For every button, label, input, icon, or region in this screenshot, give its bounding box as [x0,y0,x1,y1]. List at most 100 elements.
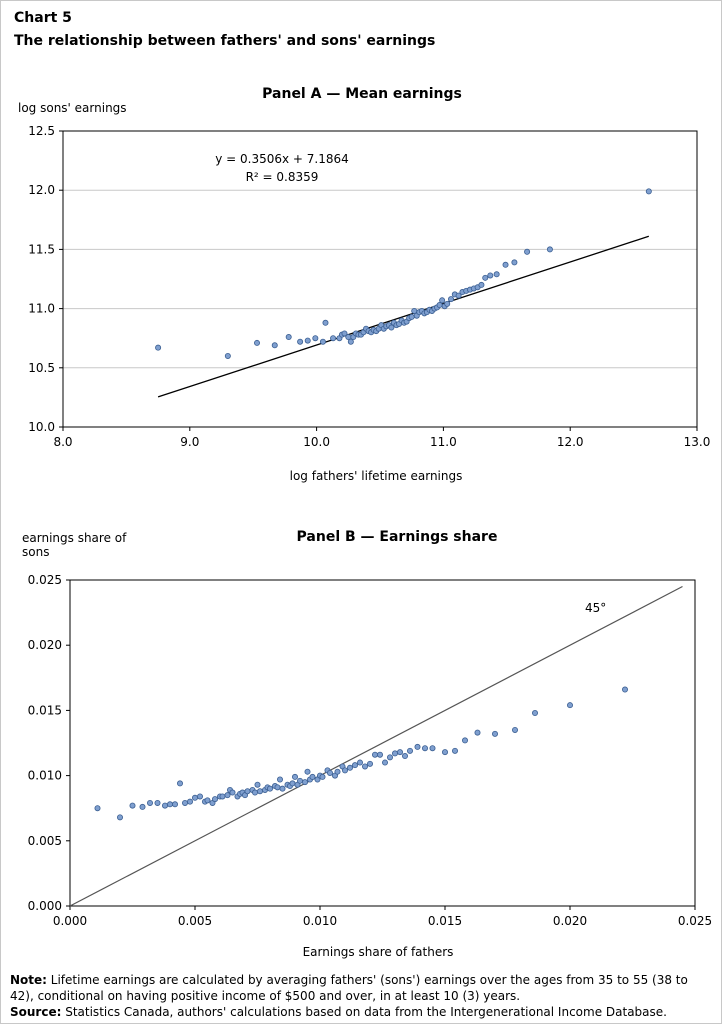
panel-a-data-point [408,313,415,320]
panel-b-data-point [414,743,421,750]
panel-a-data-point [319,338,326,345]
panel-a-data-point [444,300,451,307]
panel-b-ylabel: sons [22,545,49,559]
chart-number: Chart 5 [14,10,72,26]
panel-b-data-point [622,686,629,693]
note-label: Note: [10,973,47,987]
panel-a-data-point [347,338,354,345]
panel-b-data-point [319,773,326,780]
panel-a-data-point [322,319,329,326]
panel-a-data-point [493,271,500,278]
panel-a-data-point [482,274,489,281]
panel-a-ylabel: log sons' earnings [18,101,127,115]
panel-a-data-point [312,335,319,342]
panel-b-data-point [371,751,378,758]
panel-a-title: Panel A — Mean earnings [262,86,462,102]
panel-b-data-point [376,751,383,758]
chart-title: The relationship between fathers' and so… [14,33,436,49]
panel-a-data-point [487,272,494,279]
panel-b-data-point [451,747,458,754]
panel-b-xtick-label: 0.005 [178,914,212,928]
panel-b-xtick-label: 0.025 [678,914,712,928]
panel-b-data-point [196,793,203,800]
panel-b-xtick-label: 0.020 [553,914,587,928]
source-line: Source: Statistics Canada, authors' calc… [10,1004,710,1020]
panel-a-xtick-label: 12.0 [557,435,584,449]
panel-b-data-point [429,745,436,752]
panel-b-data-point [491,730,498,737]
panel-b-data-point [366,760,373,767]
panel-a-data-point [254,339,261,346]
panel-b-data-point [191,794,198,801]
charts-canvas: Panel A — Mean earnings log sons' earning… [18,86,712,959]
panel-b-data-point [256,788,263,795]
panel-b-data-point [421,745,428,752]
panel-b-title: Panel B — Earnings share [297,529,498,545]
panel-b-data-point [289,780,296,787]
panel-a-xtick-label: 9.0 [180,435,199,449]
panel-b-xtick-label: 0.000 [53,914,87,928]
panel-a-data-point [341,330,348,337]
panel-b-data-point [341,767,348,774]
panel-a-data-point [285,334,292,341]
panel-b-ytick-label: 0.025 [28,573,62,587]
panel-b-data-point [251,789,258,796]
panel-a-data-point [330,335,337,342]
panel-b-data-point [266,785,273,792]
panel-b-data-point [129,802,136,809]
panel-b-data-point [391,750,398,757]
panel-a-data-point [411,307,418,314]
panel-b-data-point [346,764,353,771]
panel-b-data-point [94,805,101,812]
panel-b-data-point [176,780,183,787]
panel-a-data-point [345,334,352,341]
panel-a-equation: y = 0.3506x + 7.1864 [215,152,349,166]
panel-a-plot-area [62,130,698,428]
panel-a-data-point [388,324,395,331]
panel-a-data-point [645,188,652,195]
panel-b-data-point [441,749,448,756]
panel-a-data-point [511,259,518,266]
panel-b-data-point [117,814,124,821]
panel-a-data-point [439,297,446,304]
panel-b-data-point [254,781,261,788]
panel-a-xtick-label: 8.0 [53,435,72,449]
panel-b-data-point [386,754,393,761]
panel-a-ytick-label: 12.0 [28,183,55,197]
panel-a-ytick-label: 11.0 [28,302,55,316]
panel-b-data-point [161,802,168,809]
panel-b-data-point [139,803,146,810]
panel-a-data-point [297,338,304,345]
panel-b-data-point [326,769,333,776]
panel-a-data-point [524,248,531,255]
panel-a-data-point [304,337,311,344]
panel-b-data-point [356,759,363,766]
panel-b-data-point [361,763,368,770]
panel-b-ytick-label: 0.010 [28,769,62,783]
panel-a-ytick-label: 12.5 [28,124,55,138]
panel-b-data-point [229,789,236,796]
panel-b-xlabel: Earnings share of fathers [303,945,454,959]
panel-b-data-point [276,776,283,783]
panel-a-data-point [224,352,231,359]
panel-a-xtick-label: 13.0 [684,435,711,449]
source-text: Statistics Canada, authors' calculations… [61,1005,667,1019]
panel-b-ytick-label: 0.015 [28,703,62,717]
panel-b-ytick-label: 0.005 [28,834,62,848]
panel-a-ytick-label: 11.5 [28,242,55,256]
panel-a-ytick-label: 10.0 [28,420,55,434]
panel-a-data-point [478,281,485,288]
note-line: Note: Lifetime earnings are calculated b… [10,972,710,1004]
panel-a-data-point [448,296,455,303]
panel-b-data-point [181,799,188,806]
panel-a-xtick-label: 10.0 [303,435,330,449]
panel-b-data-point [351,762,358,769]
panel-b-data-point [279,785,286,792]
panel-b-45-degree-label: 45° [585,601,606,615]
panel-b-data-point [401,753,408,760]
panel-b-data-point [291,773,298,780]
panel-b-xtick-label: 0.010 [303,914,337,928]
panel-b-data-point [381,759,388,766]
note-text: Lifetime earnings are calculated by aver… [10,973,688,1003]
panel-a-data-point [436,302,443,309]
